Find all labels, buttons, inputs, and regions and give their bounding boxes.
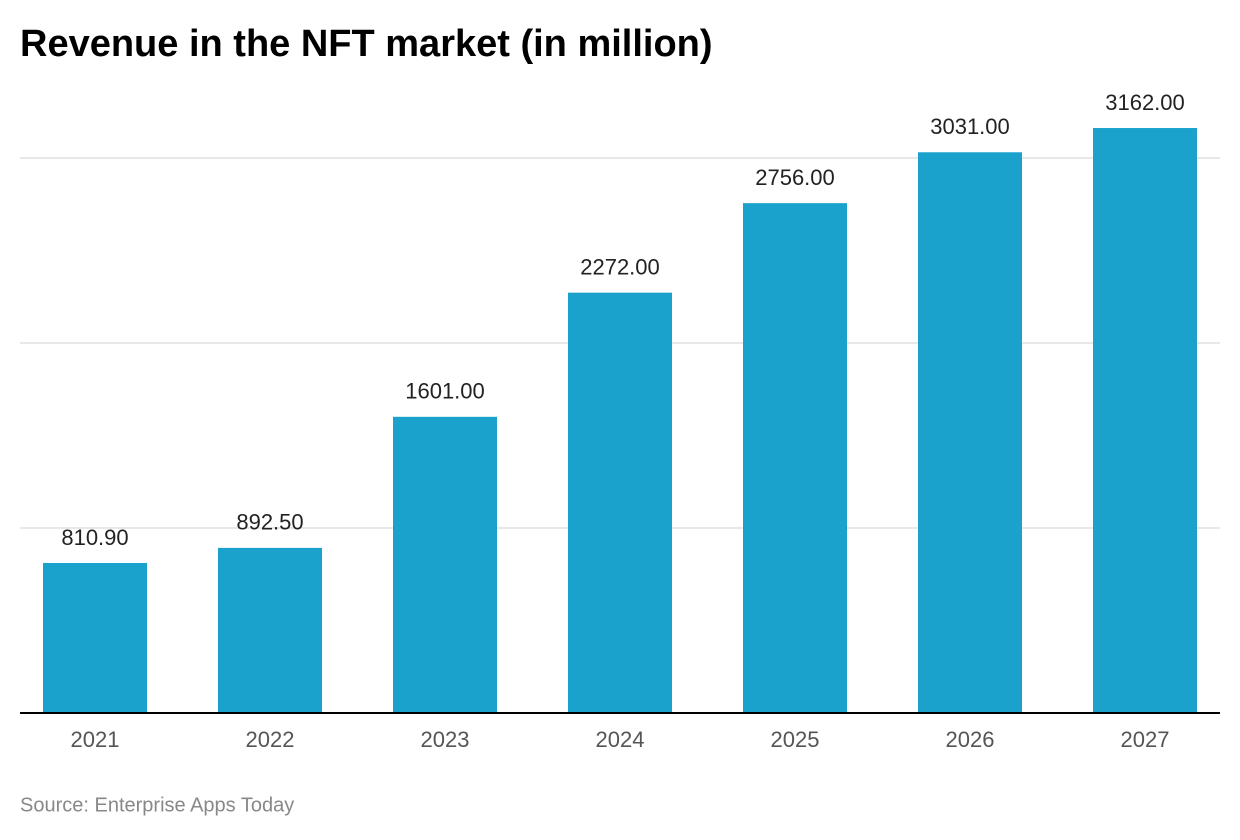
x-tick-label: 2024 (596, 727, 645, 752)
x-tick-label: 2023 (421, 727, 470, 752)
bar (218, 547, 322, 713)
bar (568, 292, 672, 713)
bar (1093, 128, 1197, 713)
source: Source: Enterprise Apps Today (20, 794, 294, 816)
x-tick-label: 2025 (771, 727, 820, 752)
x-tick-label: 2027 (1121, 727, 1170, 752)
x-tick-label: 2021 (71, 727, 120, 752)
chart-title: Revenue in the NFT market (in million) (20, 23, 713, 65)
value-label: 3162.00 (1105, 90, 1185, 115)
value-label: 892.50 (236, 510, 303, 535)
value-label: 810.90 (61, 525, 128, 550)
value-label: 1601.00 (405, 379, 485, 404)
x-tick-label: 2022 (246, 727, 295, 752)
x-tick-label: 2026 (946, 727, 995, 752)
value-label: 2272.00 (580, 254, 660, 279)
bar (743, 203, 847, 713)
bar (393, 416, 497, 713)
bar (918, 152, 1022, 713)
value-label: 3031.00 (930, 114, 1010, 139)
value-label: 2756.00 (755, 165, 835, 190)
bar (43, 562, 147, 713)
